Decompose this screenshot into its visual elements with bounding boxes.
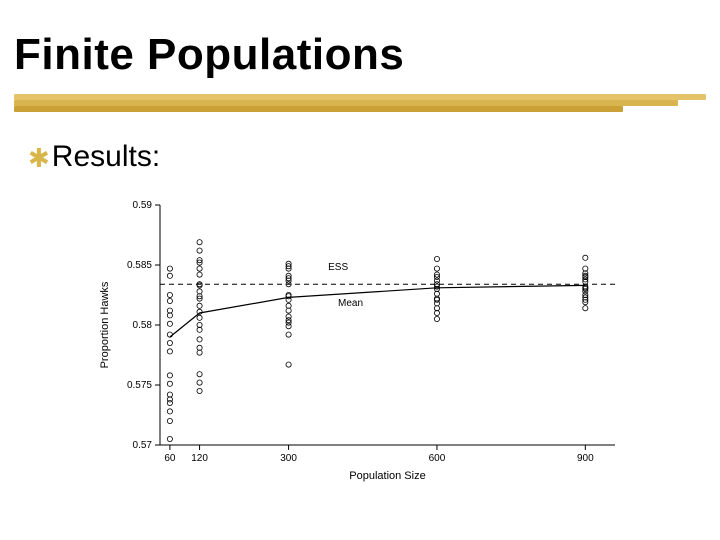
bullet-icon: ✱ bbox=[28, 145, 50, 171]
svg-text:0.575: 0.575 bbox=[127, 380, 152, 391]
bullet-text: Results: bbox=[52, 140, 160, 174]
svg-text:ESS: ESS bbox=[328, 262, 348, 273]
svg-text:300: 300 bbox=[280, 453, 297, 464]
svg-text:0.585: 0.585 bbox=[127, 260, 152, 271]
hawks-chart: 0.57 0.575 0.58 0.585 0.59 60 120 300 600 900 Popu… bbox=[90, 195, 630, 485]
title-underline bbox=[14, 94, 706, 116]
svg-text:0.58: 0.58 bbox=[133, 320, 153, 331]
svg-text:0.59: 0.59 bbox=[133, 200, 153, 211]
bullet-row: ✱ Results: bbox=[28, 140, 160, 174]
chart-svg: 0.57 0.575 0.58 0.585 0.59 60 120 300 600 900 Popu… bbox=[90, 195, 630, 485]
page-title: Finite Populations bbox=[14, 30, 404, 80]
svg-text:Proportion Hawks: Proportion Hawks bbox=[99, 281, 111, 368]
slide: Finite Populations ✱ Results: 0.570.5750… bbox=[0, 0, 720, 540]
svg-text:600: 600 bbox=[429, 453, 446, 464]
svg-text:Population Size: Population Size bbox=[349, 470, 425, 482]
svg-text:Mean: Mean bbox=[338, 298, 363, 309]
svg-text:120: 120 bbox=[191, 453, 208, 464]
svg-text:900: 900 bbox=[577, 453, 594, 464]
svg-text:60: 60 bbox=[164, 453, 176, 464]
svg-text:0.57: 0.57 bbox=[133, 440, 153, 451]
